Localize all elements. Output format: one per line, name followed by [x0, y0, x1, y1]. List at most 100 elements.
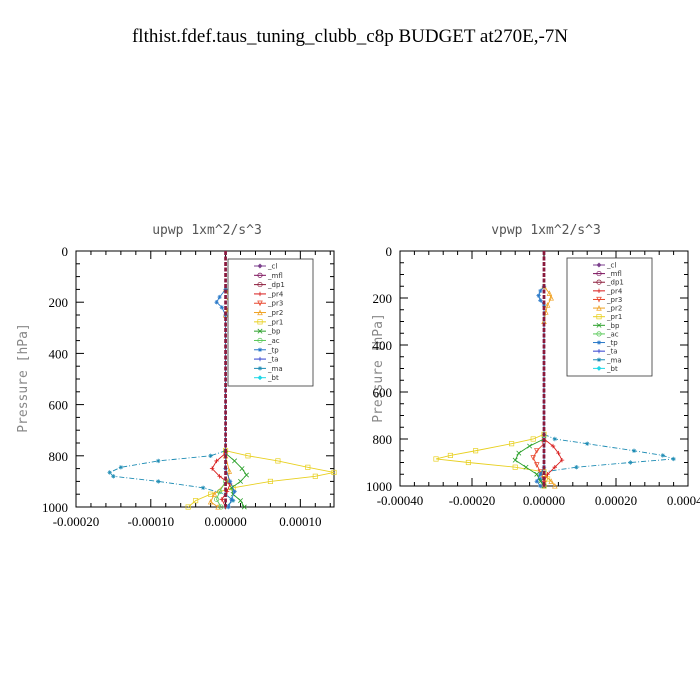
- x-tick-label: 0.00000: [523, 493, 565, 508]
- legend: _cl_mfl_dp1_pr4_pr3_pr2_pr1_bp_ac_tp_ta_…: [566, 257, 653, 377]
- data-point: [530, 436, 536, 442]
- data-point: [232, 489, 237, 494]
- legend: _cl_mfl_dp1_pr4_pr3_pr2_pr1_bp_ac_tp_ta_…: [227, 258, 314, 387]
- legend-item: _ma: [254, 365, 283, 373]
- upwp-chart: upwp 1xm^2/s^3 Pressure [hPa] 0 200 400 600…: [16, 223, 337, 529]
- data-point: [257, 309, 263, 316]
- data-point: [509, 441, 515, 447]
- legend-box: [227, 258, 314, 387]
- series-pr1: [185, 448, 337, 510]
- legend-item: _dp1: [254, 281, 285, 289]
- y-tick-label: 0: [386, 244, 393, 259]
- data-point: [433, 456, 439, 462]
- data-point: [596, 314, 602, 320]
- legend-label: _cl: [267, 263, 277, 271]
- data-point: [156, 458, 161, 464]
- legend-label: _ac: [606, 330, 619, 338]
- data-point: [239, 466, 245, 472]
- data-point: [473, 448, 479, 454]
- legend-item: _tp: [254, 346, 279, 354]
- data-point: [229, 497, 234, 502]
- y-tick-label: 600: [373, 385, 393, 400]
- series-pr1: [433, 431, 551, 489]
- data-point: [232, 458, 238, 464]
- legend-label: _cl: [606, 262, 616, 270]
- data-point: [111, 474, 116, 479]
- data-point: [538, 472, 543, 477]
- x-tick-label: 0.00020: [595, 493, 637, 508]
- data-point: [550, 443, 556, 449]
- data-point: [156, 479, 161, 484]
- data-point: [257, 291, 263, 297]
- legend-label: _pr1: [267, 318, 283, 326]
- y-axis-label: Pressure [hPa]: [16, 323, 31, 433]
- legend-label: _tp: [267, 346, 279, 354]
- legend-label: _tp: [606, 339, 618, 347]
- legend-label: _mfl: [606, 270, 622, 278]
- legend-label: _pr3: [606, 296, 622, 304]
- y-tick-label: 400: [49, 346, 69, 361]
- data-point: [217, 489, 223, 495]
- y-tick-label: 400: [373, 338, 393, 353]
- data-point: [223, 287, 228, 292]
- legend-item: _ac: [593, 330, 619, 338]
- series-line: [435, 433, 549, 487]
- data-point: [257, 347, 263, 352]
- y-axis-label: Pressure [hPa]: [371, 313, 386, 423]
- data-point: [548, 478, 554, 484]
- legend-label: _bt: [606, 365, 618, 373]
- legend-label: _pr4: [606, 287, 623, 295]
- data-point: [523, 464, 529, 470]
- x-tick-label: 0.00000: [204, 514, 246, 529]
- data-point: [107, 470, 112, 475]
- data-point: [465, 459, 471, 466]
- y-tick-label: 1000: [366, 479, 392, 494]
- legend-label: _mfl: [267, 272, 283, 280]
- data-point: [241, 504, 247, 510]
- data-point: [538, 288, 543, 294]
- data-point: [200, 485, 206, 490]
- data-point: [238, 478, 244, 484]
- data-point: [218, 504, 224, 510]
- x-tick-label: 0.00010: [279, 514, 321, 529]
- data-point: [541, 302, 547, 308]
- x-tick-label: -0.00020: [449, 493, 496, 508]
- legend-item: _cl: [254, 263, 277, 271]
- data-point: [238, 498, 244, 504]
- y-tick-label: 0: [62, 244, 69, 259]
- legend-label: _pr2: [267, 309, 283, 317]
- data-point: [631, 448, 637, 453]
- data-point: [660, 453, 665, 458]
- data-point: [245, 453, 251, 459]
- data-point: [534, 471, 540, 477]
- data-point: [534, 448, 540, 454]
- data-point: [596, 262, 602, 268]
- legend-label: _dp1: [606, 279, 624, 287]
- data-point: [530, 455, 536, 461]
- legend-label: _bp: [267, 328, 281, 336]
- data-point: [585, 441, 590, 446]
- data-point: [596, 365, 602, 371]
- data-point: [219, 497, 225, 502]
- legend-label: _ac: [267, 337, 280, 345]
- chart-title: upwp 1xm^2/s^3: [152, 223, 262, 238]
- legend-label: _ma: [267, 365, 283, 373]
- data-point: [671, 456, 676, 462]
- data-point: [534, 479, 539, 484]
- data-point: [219, 305, 225, 310]
- legend-item: _dp1: [593, 279, 624, 287]
- y-tick-label: 200: [49, 295, 69, 310]
- legend-item: _pr3: [254, 300, 283, 308]
- legend-box: [566, 257, 653, 377]
- data-point: [596, 348, 602, 354]
- data-point: [118, 465, 124, 470]
- legend-item: _pr3: [593, 296, 622, 304]
- data-point: [534, 462, 540, 468]
- data-point: [209, 466, 215, 471]
- data-point: [185, 504, 191, 510]
- data-point: [217, 474, 222, 479]
- data-point: [574, 465, 579, 470]
- data-point: [267, 478, 273, 484]
- series-ma: [107, 448, 236, 510]
